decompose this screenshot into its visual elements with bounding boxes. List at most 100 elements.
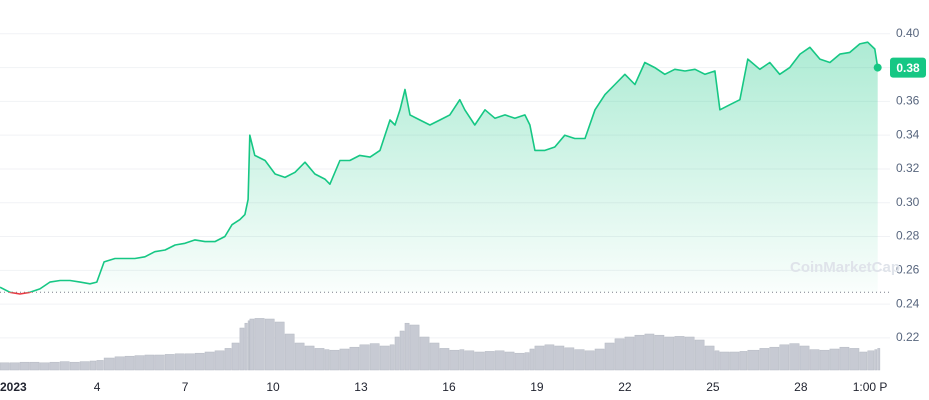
volume-bar — [867, 350, 875, 371]
price-tag — [890, 57, 926, 78]
volume-bar — [379, 345, 390, 371]
volume-bar — [534, 345, 545, 371]
volume-bar — [239, 327, 245, 371]
volume-bar — [809, 349, 820, 371]
y-tick-label: 0.32 — [896, 161, 920, 175]
volume-bar — [231, 342, 240, 371]
volume-bar — [474, 351, 485, 371]
x-tick-label: 28 — [794, 380, 808, 394]
volume-bar — [404, 322, 410, 371]
volume-bar — [439, 348, 450, 371]
volume-bar — [49, 361, 60, 371]
y-tick-label: 0.22 — [896, 330, 920, 344]
x-tick-label: 7 — [182, 380, 189, 394]
volume-bar — [399, 330, 405, 371]
volume-bar — [134, 355, 145, 371]
volume-bar — [103, 357, 115, 371]
volume-bar — [859, 351, 868, 371]
volume-bar — [704, 345, 715, 371]
volume-bar — [184, 353, 195, 371]
volume-bar — [144, 354, 155, 371]
volume-bar — [389, 344, 395, 371]
last-point — [873, 63, 882, 72]
volume-bar — [59, 361, 70, 371]
volume-bar — [747, 349, 760, 371]
volume-bar — [494, 350, 505, 371]
volume-bar — [504, 351, 515, 371]
volume-bar — [524, 352, 530, 371]
volume-bar — [39, 362, 50, 371]
volume-bar — [19, 361, 30, 371]
volume-bar — [739, 351, 748, 371]
volume-bar — [694, 339, 705, 371]
y-tick-label: 0.34 — [896, 127, 920, 141]
volume-bar — [349, 346, 360, 371]
volume-bar — [849, 348, 860, 371]
volume-bar — [604, 342, 615, 371]
y-tick-label: 0.30 — [896, 195, 920, 209]
volume-bar — [419, 336, 430, 371]
x-tick-label: 22 — [618, 380, 632, 394]
volume-bar — [329, 349, 340, 371]
volume-bar — [464, 350, 475, 371]
volume-bar — [359, 344, 370, 371]
x-tick-label: 16 — [442, 380, 456, 394]
volume-bar — [164, 354, 175, 371]
volume-bar — [429, 342, 440, 371]
volume-bar — [369, 343, 380, 371]
volume-bar — [114, 356, 125, 371]
volume-bar — [594, 348, 605, 371]
volume-bar — [664, 336, 675, 371]
volume-bar — [96, 360, 104, 371]
volume-bar — [789, 343, 800, 371]
price-area — [0, 42, 878, 293]
volume-bar — [544, 344, 555, 371]
volume-bar — [554, 345, 565, 371]
x-tick-label: 19 — [530, 380, 544, 394]
volume-bar — [194, 352, 205, 371]
x-tick-label: 2023 — [0, 380, 27, 394]
volume-bar — [69, 361, 80, 371]
volume-bar — [244, 322, 248, 371]
x-tick-label: 10 — [266, 380, 280, 394]
volume-bar — [294, 342, 305, 371]
volume-bar — [584, 350, 595, 371]
volume-bar — [839, 346, 850, 371]
volume-bar — [9, 362, 20, 371]
volume-bar — [564, 347, 575, 371]
volume-bar — [874, 349, 878, 371]
price-tag-label: 0.38 — [896, 61, 920, 75]
y-tick-label: 0.24 — [896, 296, 920, 310]
y-tick-label: 0.40 — [896, 26, 920, 40]
volume-bar — [484, 351, 495, 371]
volume-bar — [249, 318, 255, 371]
volume-bar — [779, 344, 790, 371]
volume-bar — [314, 348, 325, 371]
volume-bar — [394, 336, 400, 371]
volume-bar — [719, 351, 730, 371]
volume-bar — [247, 320, 250, 371]
volume-bar — [204, 351, 215, 371]
volume-bar — [449, 349, 460, 371]
y-tick-label: 0.36 — [896, 94, 920, 108]
volume-bar — [529, 348, 535, 371]
y-tick-label: 0.26 — [896, 262, 920, 276]
volume-bar — [154, 354, 165, 371]
volume-bar — [714, 350, 720, 371]
volume-bar — [674, 336, 685, 371]
volume-bar — [769, 346, 780, 371]
watermark: CoinMarketCap — [790, 259, 900, 276]
volume-bar — [624, 336, 635, 371]
price-line — [0, 41, 879, 293]
volume-bar — [339, 348, 350, 371]
volume-bar — [304, 345, 315, 371]
volume-bar — [284, 333, 295, 371]
volume-bar — [634, 334, 645, 371]
volume-bar — [264, 318, 275, 371]
volume-bar — [274, 321, 285, 371]
volume-bar — [819, 349, 830, 371]
volume-bar — [174, 353, 185, 371]
volume-bar — [324, 349, 330, 371]
volume-bar — [799, 345, 810, 371]
volume-bar — [684, 336, 695, 371]
